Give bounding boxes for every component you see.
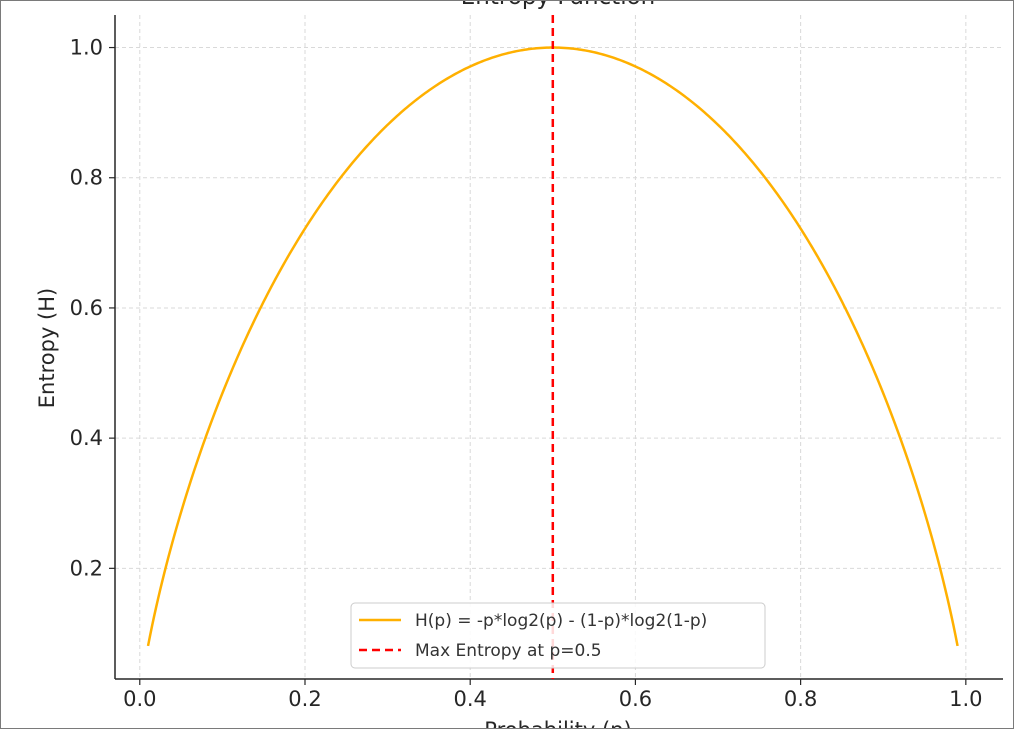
axes xyxy=(114,15,1003,680)
x-tick-label: 0.4 xyxy=(453,687,486,711)
legend-label-max-entropy: Max Entropy at p=0.5 xyxy=(415,641,602,661)
y-tick-label: 1.0 xyxy=(70,36,103,60)
y-tick-label: 0.6 xyxy=(70,296,103,320)
series-layer xyxy=(146,15,959,679)
y-tick-label: 0.2 xyxy=(70,556,103,580)
y-tick-label: 0.4 xyxy=(70,426,103,450)
y-tick-label: 0.8 xyxy=(70,166,103,190)
x-tick-label: 1.0 xyxy=(949,687,982,711)
x-tick-label: 0.2 xyxy=(288,687,321,711)
x-tick-label: 0.8 xyxy=(784,687,817,711)
y-axis-title: Entropy (H) xyxy=(35,288,59,408)
legend-box xyxy=(350,602,766,669)
legend-label-entropy: H(p) = -p*log2(p) - (1-p)*log2(1-p) xyxy=(415,611,707,631)
x-axis-title: Probability (p) xyxy=(484,718,631,728)
legend: H(p) = -p*log2(p) - (1-p)*log2(1-p) Max … xyxy=(350,602,766,669)
x-tick-label: 0.6 xyxy=(619,687,652,711)
x-tick-label: 0.0 xyxy=(123,687,156,711)
ticks: 0.0 0.2 0.4 0.6 0.8 1.0 0.2 0.4 0.6 0.8 1.0 xyxy=(70,36,983,711)
chart-title: Entropy Function xyxy=(461,1,656,10)
grid xyxy=(115,15,1003,679)
